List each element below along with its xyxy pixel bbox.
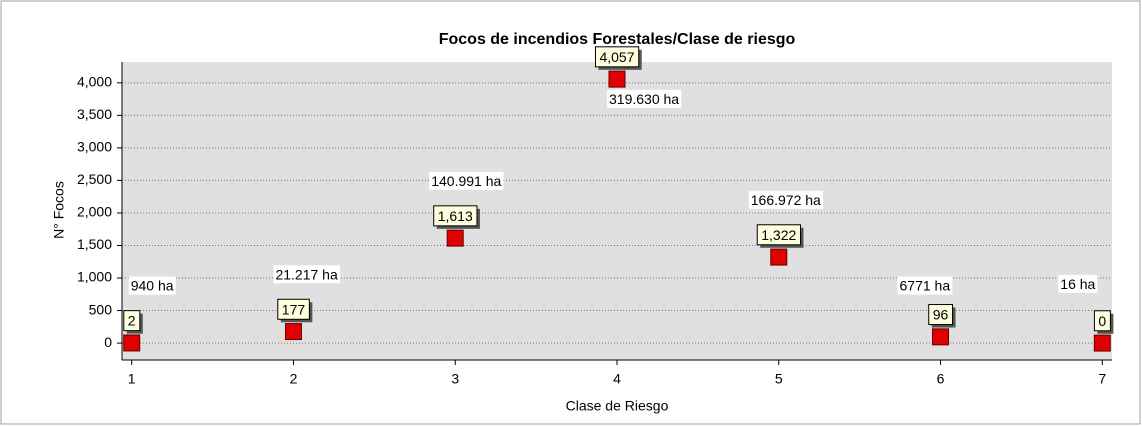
x-tick-label: 3 xyxy=(451,371,459,387)
y-tick-label: 1,000 xyxy=(77,269,112,285)
y-tick-label: 3,000 xyxy=(77,139,112,155)
y-tick-label: 2,000 xyxy=(77,204,112,220)
value-label-box xyxy=(756,224,801,246)
area-label-bg xyxy=(1058,274,1098,293)
value-label-box xyxy=(123,310,141,332)
y-tick-label: 2,500 xyxy=(77,171,112,187)
value-label: 96 xyxy=(933,307,949,323)
chart-title: Focos de incendios Forestales/Clase de r… xyxy=(439,31,796,48)
y-tick-label: 0 xyxy=(104,334,112,350)
area-label: 21.217 ha xyxy=(275,266,337,282)
value-label-box xyxy=(928,304,954,326)
y-tick-label: 500 xyxy=(89,301,113,317)
value-label-box xyxy=(594,46,640,68)
marker xyxy=(932,328,950,346)
area-label-bg xyxy=(273,265,340,284)
value-label-box xyxy=(1093,310,1111,332)
area-label-bg xyxy=(607,89,682,108)
area-label: 940 ha xyxy=(131,278,174,294)
value-label-box xyxy=(433,205,478,227)
marker xyxy=(608,70,626,88)
value-label: 1,613 xyxy=(438,208,473,224)
value-label: 4,057 xyxy=(599,49,634,65)
area-label-bg xyxy=(128,276,176,295)
y-tick-label: 1,500 xyxy=(77,236,112,252)
x-tick-label: 1 xyxy=(128,371,136,387)
x-axis-title: Clase de Riesgo xyxy=(566,398,669,414)
value-label: 0 xyxy=(1098,313,1106,329)
area-label: 166.972 ha xyxy=(751,192,821,208)
y-tick-label: 4,000 xyxy=(77,74,112,90)
x-tick-label: 4 xyxy=(613,371,621,387)
marker xyxy=(770,248,788,266)
area-label: 6771 ha xyxy=(900,278,951,294)
area-label-bg xyxy=(429,171,504,190)
marker xyxy=(1093,334,1111,352)
value-label: 2 xyxy=(128,313,136,329)
area-label: 319.630 ha xyxy=(609,91,679,107)
y-tick-label: 3,500 xyxy=(77,106,112,122)
y-axis-title: N° Focos xyxy=(51,181,67,239)
x-tick-label: 7 xyxy=(1098,371,1106,387)
value-label: 1,322 xyxy=(761,227,796,243)
value-label-box xyxy=(277,298,310,320)
x-tick-label: 6 xyxy=(937,371,945,387)
area-label: 140.991 ha xyxy=(431,173,501,189)
marker xyxy=(284,323,302,341)
x-tick-label: 2 xyxy=(290,371,298,387)
area-label-bg xyxy=(748,190,824,209)
area-label: 16 ha xyxy=(1060,276,1095,292)
marker xyxy=(123,334,141,352)
marker xyxy=(446,229,464,247)
value-label: 177 xyxy=(282,301,306,317)
x-tick-label: 5 xyxy=(775,371,783,387)
area-label-bg xyxy=(897,276,953,295)
